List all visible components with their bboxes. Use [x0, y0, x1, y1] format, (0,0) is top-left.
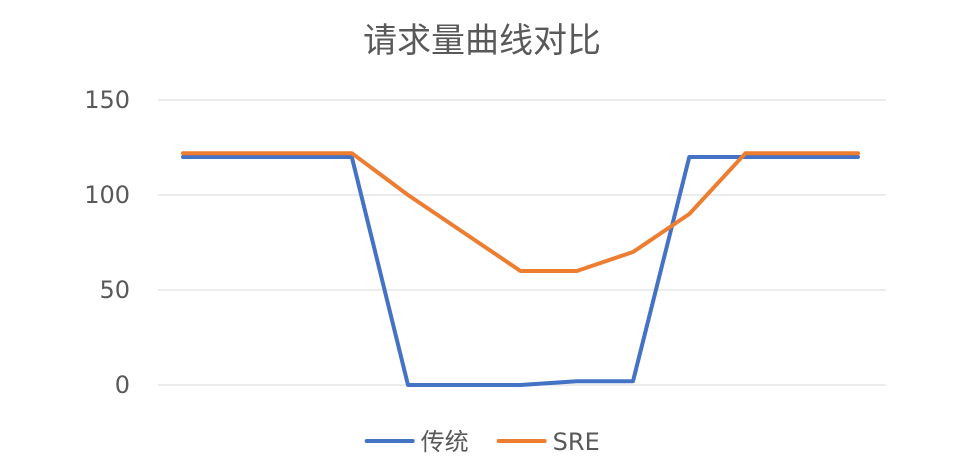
chart-title: 请求量曲线对比	[363, 21, 601, 61]
series-line-1	[181, 155, 860, 387]
y-tick-label-100: 100	[84, 181, 130, 209]
legend-label-1: 传统	[421, 428, 469, 456]
series-lines	[181, 151, 860, 387]
legend: 传统 SRE	[364, 428, 600, 456]
y-tick-label-150: 150	[84, 86, 130, 114]
series-line-2	[181, 151, 860, 273]
legend-label-2: SRE	[553, 428, 600, 456]
grid	[158, 99, 886, 386]
y-tick-label-0: 0	[115, 371, 130, 399]
y-tick-label-50: 50	[99, 276, 130, 304]
y-axis-ticks: 0 50 100 150	[84, 86, 130, 399]
